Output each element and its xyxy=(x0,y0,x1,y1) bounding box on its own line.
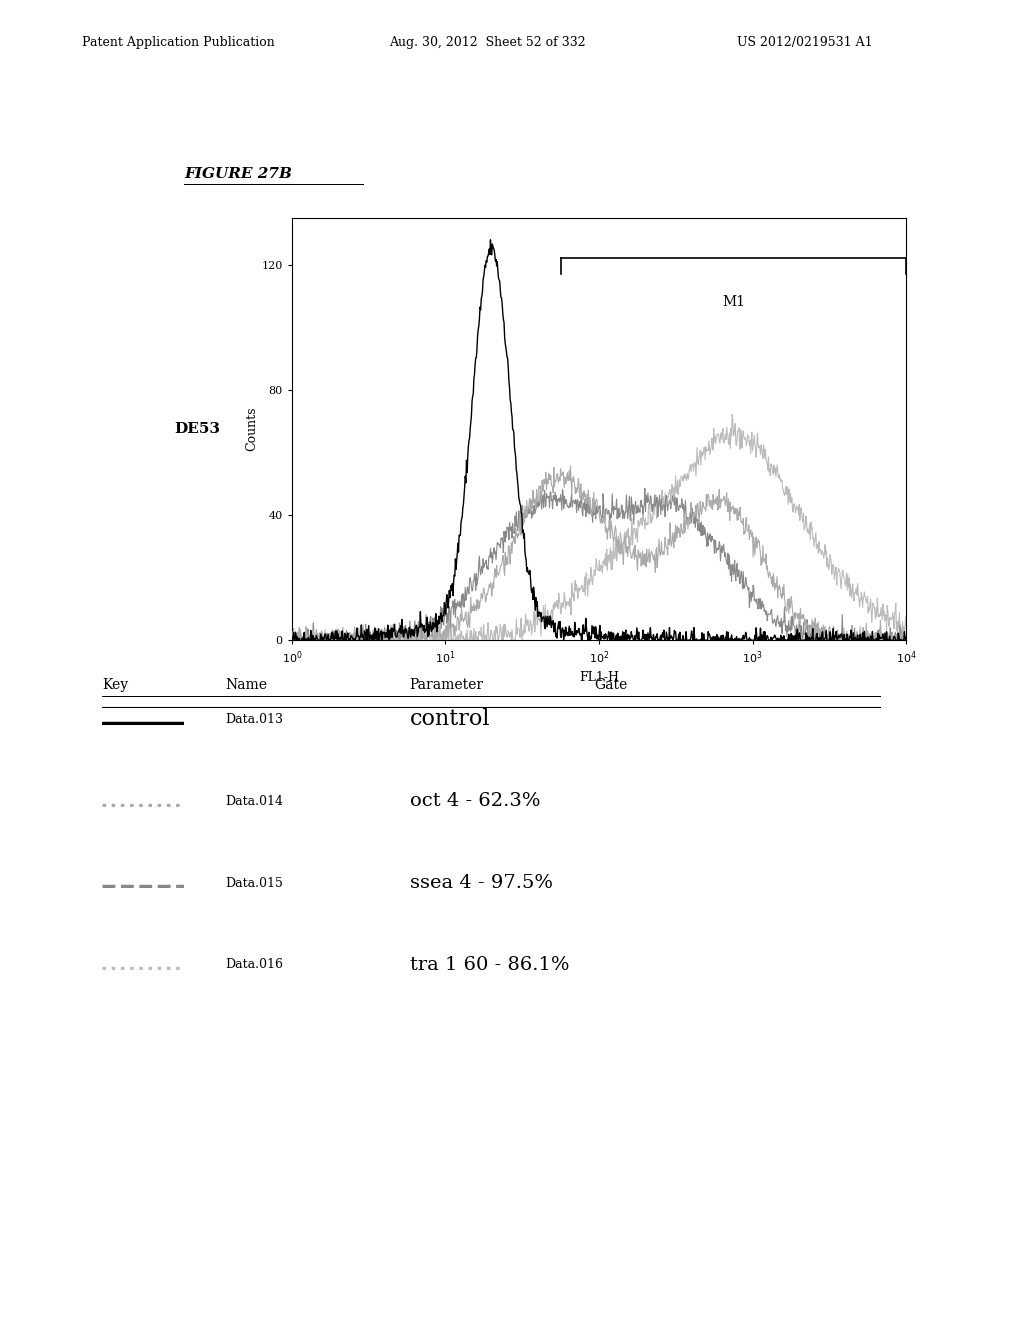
Text: oct 4 - 62.3%: oct 4 - 62.3% xyxy=(410,792,540,810)
Text: Data.016: Data.016 xyxy=(225,958,284,972)
Text: Key: Key xyxy=(102,677,129,692)
Text: Data.015: Data.015 xyxy=(225,876,284,890)
Text: DE53: DE53 xyxy=(174,422,220,436)
Text: control: control xyxy=(410,709,490,730)
Text: ssea 4 - 97.5%: ssea 4 - 97.5% xyxy=(410,874,553,892)
Text: Name: Name xyxy=(225,677,267,692)
Text: Aug. 30, 2012  Sheet 52 of 332: Aug. 30, 2012 Sheet 52 of 332 xyxy=(389,36,586,49)
Y-axis label: Counts: Counts xyxy=(246,407,259,451)
Text: Data.013: Data.013 xyxy=(225,713,284,726)
X-axis label: FL1-H: FL1-H xyxy=(579,672,620,684)
Text: US 2012/0219531 A1: US 2012/0219531 A1 xyxy=(737,36,872,49)
Text: FIGURE 27B: FIGURE 27B xyxy=(184,168,292,181)
Text: Patent Application Publication: Patent Application Publication xyxy=(82,36,274,49)
Text: Parameter: Parameter xyxy=(410,677,483,692)
Text: tra 1 60 - 86.1%: tra 1 60 - 86.1% xyxy=(410,956,569,974)
Text: Data.014: Data.014 xyxy=(225,795,284,808)
Text: M1: M1 xyxy=(722,296,744,309)
Text: Gate: Gate xyxy=(594,677,627,692)
